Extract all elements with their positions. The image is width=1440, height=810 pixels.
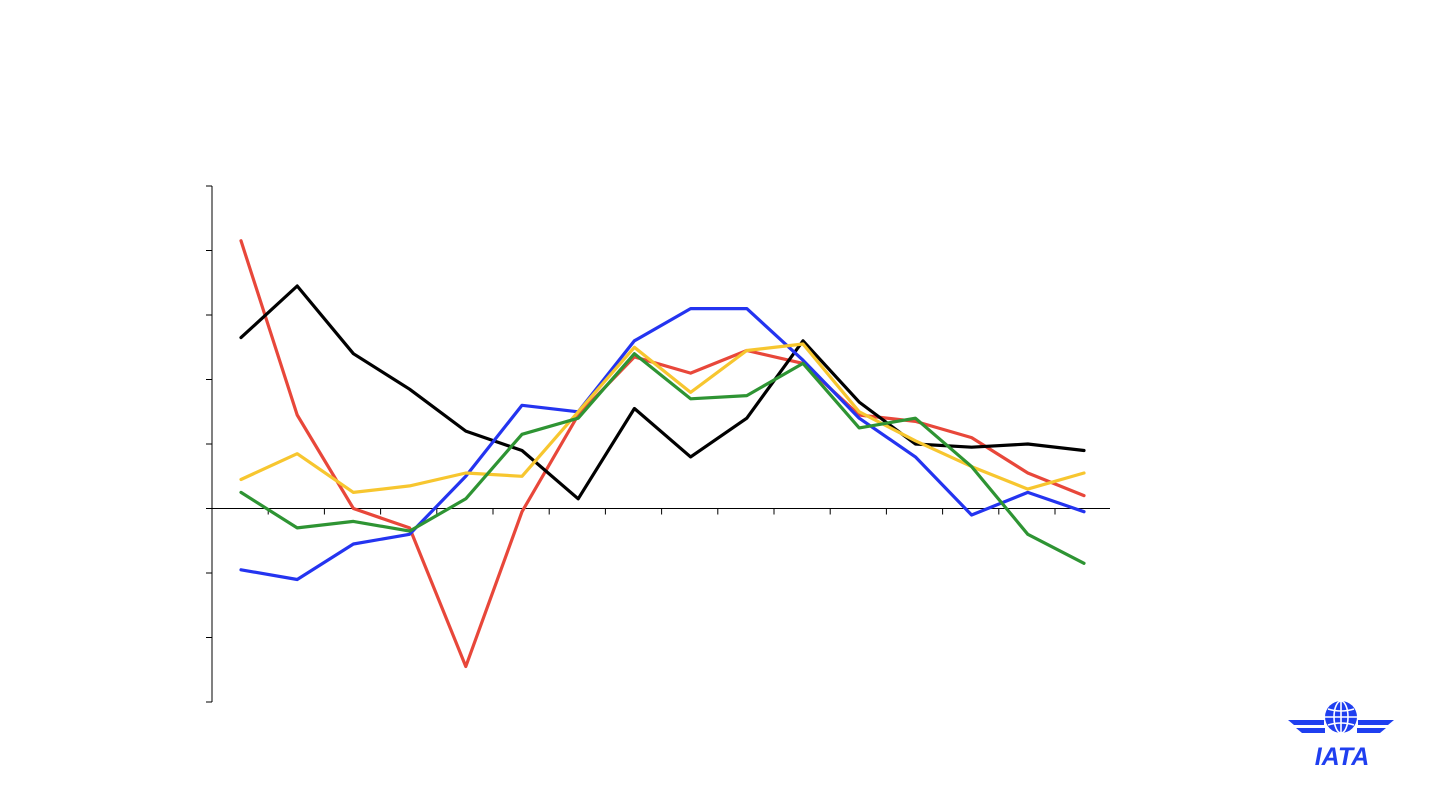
series-line-5	[239, 352, 1086, 565]
wings-icon	[1288, 720, 1394, 733]
series-line-3	[239, 307, 1086, 582]
series-line-2	[239, 284, 1086, 501]
logo-text: IATA	[1315, 743, 1370, 771]
chart-series	[239, 239, 1086, 669]
series-line-1	[239, 239, 1086, 669]
series-line-4	[239, 342, 1086, 494]
globe-icon	[1325, 700, 1357, 734]
chart-axes	[206, 185, 1110, 703]
iata-logo: IATA	[1288, 700, 1394, 771]
